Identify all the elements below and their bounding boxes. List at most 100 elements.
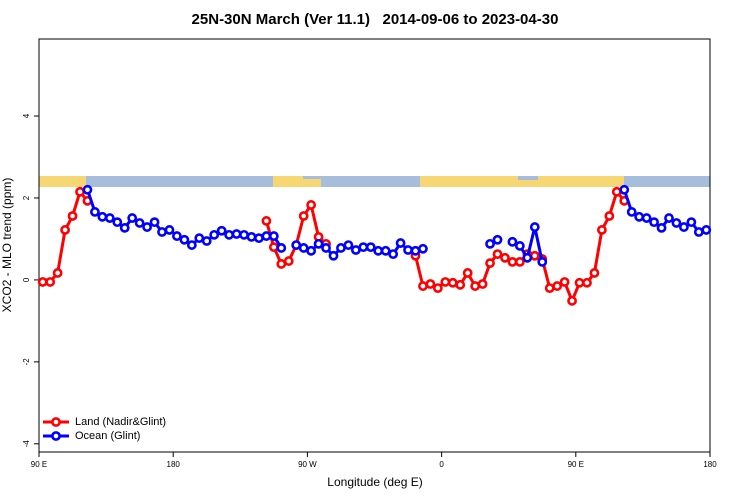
point [37,277,48,287]
point [418,281,428,291]
point [306,245,317,256]
land-strip [518,180,538,187]
point [60,225,70,235]
point [388,249,399,260]
point [119,222,130,233]
legend-label: Land (Nadir&Glint) [75,416,166,428]
y-tick-label: 0 [22,277,31,282]
point [425,279,436,289]
point [507,256,518,267]
point [298,243,309,253]
point [328,250,339,261]
point [201,236,212,246]
point [104,213,115,223]
point [283,256,294,266]
point [246,231,257,242]
point [656,222,667,233]
y-tick-label: -2 [22,358,31,366]
y-tick-label: 2 [22,195,31,200]
point [574,277,585,288]
point [216,225,227,236]
point [373,245,384,256]
point [45,277,56,287]
point [276,259,287,269]
point [157,227,167,237]
point [514,241,525,251]
point [403,245,413,255]
point [544,283,555,294]
point [596,225,607,235]
point [268,231,279,241]
land-strip [303,179,321,187]
series-line [42,190,626,303]
point [485,258,495,269]
legend-marker [51,417,61,427]
legend-marker [51,431,61,441]
point [470,281,481,291]
point [649,217,659,228]
point [254,233,264,244]
point [321,243,331,253]
land-strip [273,176,303,187]
point [186,240,197,250]
point [679,222,689,232]
point [492,249,503,260]
point [134,218,145,228]
x-axis-label: Longitude (deg E) [327,475,422,489]
point [395,238,406,248]
x-tick-label: 180 [703,460,717,469]
point [112,217,123,228]
point [492,234,503,245]
point [500,252,510,263]
point [127,213,138,223]
point [365,242,376,253]
point [231,229,242,239]
point [261,216,272,226]
point [224,229,235,240]
point [298,211,309,221]
land-strip [420,176,518,187]
point [507,236,518,247]
point [559,277,570,287]
point [268,242,279,253]
point [149,217,160,228]
point [641,213,652,223]
point [343,240,354,250]
point [611,186,622,197]
point [410,245,421,256]
point [75,186,85,197]
point [82,184,93,195]
x-tick-label: 90 W [298,460,317,469]
point [239,229,249,240]
point [567,295,577,306]
plot-frame [38,38,711,453]
point [522,252,533,263]
point [619,184,630,195]
point [142,222,153,232]
point [306,200,317,210]
point [276,243,287,253]
point [172,231,182,241]
y-axis-label: XCO2 - MLO trend (ppm) [0,178,14,313]
x-tick-label: 180 [167,460,181,469]
point [552,281,563,291]
point [604,211,615,221]
point [313,238,324,249]
x-tick-label: 90 E [568,460,584,469]
point [418,243,428,254]
y-tick-label: 4 [22,113,31,118]
legend-label: Ocean (Glint) [75,430,140,442]
point [179,234,190,245]
point [529,222,540,232]
point [664,213,674,223]
point [350,245,361,255]
point [634,211,645,222]
point [52,268,63,278]
point [194,233,205,244]
point [261,231,272,241]
series [82,184,712,267]
point [440,277,451,287]
point [90,207,100,217]
point [336,243,346,253]
